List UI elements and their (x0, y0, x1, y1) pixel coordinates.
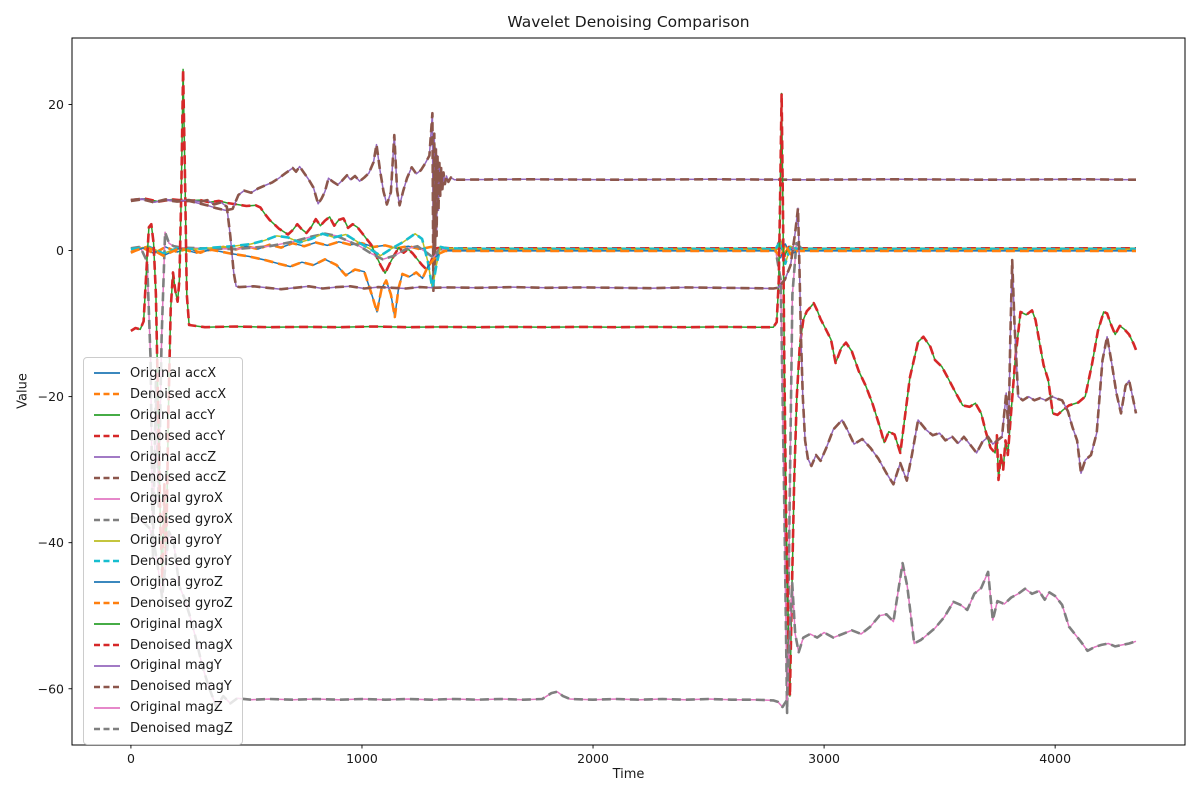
legend-item: Original gyroY (93, 530, 233, 551)
legend-label: Original accY (130, 407, 216, 423)
series-original-magZ (130, 516, 1137, 708)
chart-title: Wavelet Denoising Comparison (507, 13, 750, 31)
legend-item: Original accZ (93, 447, 233, 468)
legend-item: Original magZ (93, 697, 233, 718)
legend-label: Denoised gyroX (130, 512, 233, 528)
x-tick-label: 2000 (577, 751, 609, 766)
legend-line-sample (94, 393, 120, 396)
legend-line-sample (94, 581, 120, 584)
legend-item: Original magY (93, 655, 233, 676)
legend-line-sample (94, 539, 120, 542)
legend-label: Original accX (130, 365, 217, 381)
x-axis-label: Time (612, 767, 645, 782)
legend-label: Denoised magX (130, 637, 233, 653)
series-denoised-magY (130, 197, 1138, 486)
legend-item: Denoised accY (93, 426, 233, 447)
y-tick-label: 0 (56, 243, 64, 258)
legend-label: Denoised accY (130, 428, 226, 444)
legend-line-sample (94, 685, 120, 689)
legend-label: Original magY (130, 658, 222, 674)
legend-line-sample (94, 518, 120, 521)
legend-line-sample (94, 601, 120, 605)
legend-item: Denoised gyroX (93, 509, 233, 530)
legend-item: Original gyroZ (93, 572, 233, 593)
series-denoised-gyroX (130, 231, 1136, 715)
series-original-gyroZ (130, 243, 1136, 318)
y-tick-label: 20 (48, 97, 64, 112)
y-tick-label: −20 (38, 389, 64, 404)
series-original-gyroX (130, 231, 1136, 714)
legend-label: Denoised gyroY (130, 553, 232, 569)
legend-label: Denoised magZ (130, 721, 233, 737)
series-denoised-gyroZ (130, 242, 1136, 319)
legend-item: Original accY (93, 405, 233, 426)
y-axis-label: Value (15, 373, 31, 409)
legend-item: Original accX (93, 363, 233, 384)
series-denoised-gyroY (130, 232, 1136, 290)
legend-line-sample (94, 456, 120, 458)
x-tick-label: 0 (127, 751, 135, 766)
legend-line-sample (94, 414, 120, 417)
legend-item: Denoised gyroZ (93, 593, 233, 614)
legend-line-sample (94, 623, 120, 626)
legend-item: Original gyroX (93, 488, 233, 509)
series-original-magX (130, 68, 1137, 697)
legend-line-sample (94, 665, 120, 667)
legend-label: Denoised magY (130, 679, 232, 695)
legend-label: Denoised accZ (130, 470, 227, 486)
legend-item: Denoised gyroY (93, 551, 233, 572)
legend-label: Original magX (130, 616, 223, 632)
x-tick-label: 3000 (808, 751, 840, 766)
series-original-magY (130, 197, 1137, 486)
legend-line-sample (94, 434, 120, 438)
legend: Original accX Denoised accX Original accY D… (83, 357, 243, 746)
legend-line-sample (94, 497, 120, 500)
axes-spines (71, 37, 1186, 746)
y-tick-label: −60 (38, 681, 64, 696)
y-tick-label: −40 (38, 535, 64, 550)
legend-line-sample (94, 476, 120, 480)
legend-label: Original gyroY (130, 533, 222, 549)
legend-item: Denoised magZ (93, 718, 233, 739)
legend-label: Denoised accX (130, 386, 227, 402)
legend-label: Denoised gyroZ (130, 595, 233, 611)
series-denoised-accZ (130, 111, 1137, 293)
legend-label: Original magZ (130, 700, 223, 716)
series-denoised-magZ (130, 515, 1137, 709)
legend-line-sample (94, 706, 120, 709)
series-original-gyroY (130, 232, 1136, 290)
legend-label: Original accZ (130, 449, 217, 465)
x-tick-label: 1000 (346, 751, 378, 766)
legend-item: Denoised magX (93, 635, 233, 656)
legend-line-sample (94, 727, 120, 730)
legend-line-sample (94, 560, 120, 563)
legend-label: Original gyroZ (130, 574, 223, 590)
legend-label: Original gyroX (130, 491, 223, 507)
legend-item: Denoised magY (93, 676, 233, 697)
series-denoised-magX (130, 68, 1138, 698)
legend-line-sample (94, 643, 120, 647)
x-tick-label: 4000 (1039, 751, 1071, 766)
legend-item: Denoised accX (93, 384, 233, 405)
legend-item: Denoised accZ (93, 467, 233, 488)
legend-item: Original magX (93, 614, 233, 635)
legend-line-sample (94, 372, 120, 375)
